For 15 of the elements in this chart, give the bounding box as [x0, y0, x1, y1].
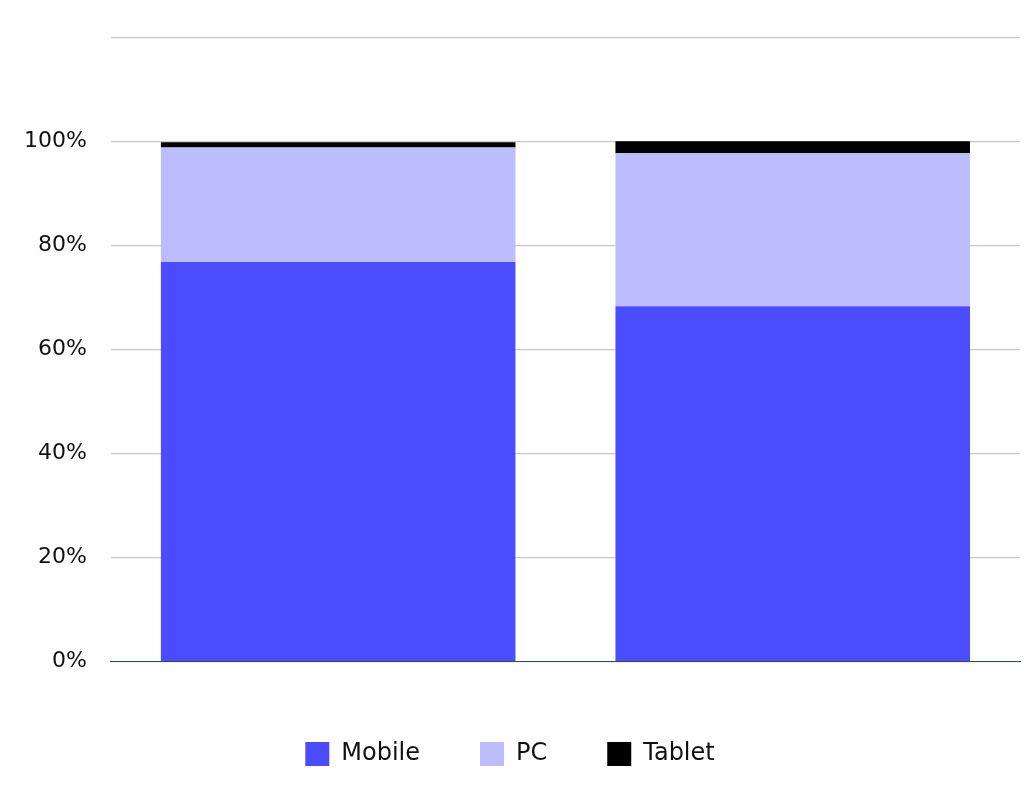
y-tick-label: 0% [51, 647, 87, 673]
y-tick-label: 80% [37, 231, 87, 257]
y-tick-label: 40% [37, 439, 87, 465]
bar [160, 142, 516, 148]
y-tick-label: 60% [37, 335, 87, 361]
bar [160, 147, 516, 262]
bar [615, 141, 970, 154]
bar [615, 153, 970, 307]
y-tick-label: 100% [23, 126, 87, 152]
legend-label: PC [516, 738, 548, 767]
y-tick-label: 20% [37, 543, 87, 569]
legend-label: Tablet [642, 738, 715, 767]
bar [160, 261, 516, 661]
bar [615, 306, 970, 661]
legend-label: Mobile [341, 738, 421, 767]
